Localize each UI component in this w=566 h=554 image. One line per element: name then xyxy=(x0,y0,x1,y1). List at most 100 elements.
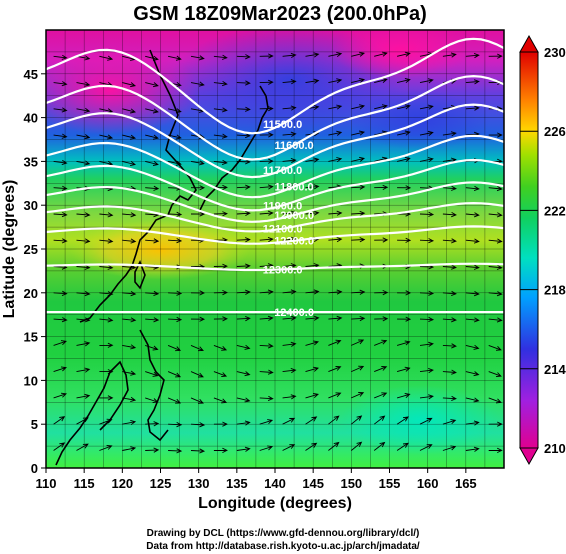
wind-arrow xyxy=(259,445,274,451)
wind-arrow xyxy=(99,317,114,323)
wind-arrow xyxy=(53,54,68,60)
wind-arrow xyxy=(442,395,457,402)
height-contour-line xyxy=(46,262,504,272)
wind-arrow xyxy=(397,290,412,296)
wind-arrow xyxy=(53,81,68,87)
wind-arrow xyxy=(168,55,182,61)
wind-arrow xyxy=(122,82,137,88)
colorbar-tick-label: 222 xyxy=(544,203,566,218)
wind-arrow xyxy=(465,291,480,297)
wind-arrow xyxy=(53,107,68,113)
wind-arrow xyxy=(236,344,251,350)
wind-arrow xyxy=(396,416,409,425)
wind-arrow xyxy=(122,238,137,244)
wind-arrow xyxy=(122,108,137,114)
wind-arrow xyxy=(419,157,434,163)
colorbar-tick-label: 214 xyxy=(544,362,566,377)
wind-arrow xyxy=(259,369,274,375)
wind-arrow xyxy=(396,393,411,399)
y-tick-label: 20 xyxy=(24,286,38,301)
height-contour-line xyxy=(46,225,504,245)
wind-arrow xyxy=(122,344,137,350)
wind-arrow xyxy=(488,212,503,218)
wind-arrow xyxy=(168,422,183,428)
wind-arrow xyxy=(259,289,274,295)
wind-arrow xyxy=(236,446,251,452)
height-contour-label: 12400.0 xyxy=(274,307,314,319)
x-tick-label: 165 xyxy=(455,476,477,491)
wind-arrow xyxy=(259,106,274,112)
wind-arrow xyxy=(465,212,480,218)
wind-arrow xyxy=(351,315,366,322)
wind-arrow xyxy=(167,397,182,404)
wind-arrow xyxy=(145,371,159,377)
wind-arrow xyxy=(53,159,68,166)
wind-arrow xyxy=(305,393,319,399)
wind-arrow xyxy=(99,55,114,61)
x-tick-label: 120 xyxy=(111,476,133,491)
wind-arrow xyxy=(465,79,480,85)
wind-arrow xyxy=(282,52,297,58)
wind-arrow xyxy=(442,212,457,218)
wind-arrow xyxy=(236,289,251,295)
wind-arrow xyxy=(328,415,340,425)
colorbar-tick-label: 210 xyxy=(544,441,566,456)
height-contour-line xyxy=(46,201,504,233)
wind-arrow xyxy=(351,130,366,136)
tropical-cyan-patch xyxy=(340,385,500,455)
wind-arrow xyxy=(190,211,206,217)
coastline-philippines xyxy=(139,329,169,442)
wind-arrow xyxy=(396,78,411,84)
wind-arrow xyxy=(53,290,68,297)
wind-arrow xyxy=(282,157,297,164)
wind-arrow xyxy=(396,104,411,110)
wind-arrow xyxy=(396,130,411,136)
height-contour-label: 12000.0 xyxy=(274,210,314,222)
wind-arrow xyxy=(213,421,228,427)
wind-arrow xyxy=(259,236,274,243)
wind-arrow xyxy=(282,131,297,137)
wind-arrow xyxy=(442,238,457,244)
wind-arrow xyxy=(488,397,502,404)
credit-drawing: Drawing by DCL (https://www.gfd-dennou.o… xyxy=(147,528,420,539)
wind-arrow xyxy=(396,51,411,57)
wind-arrow xyxy=(442,264,457,270)
wind-arrow xyxy=(328,392,342,399)
wind-arrow xyxy=(190,185,206,191)
wind-arrow xyxy=(53,392,67,399)
wind-arrow xyxy=(328,210,343,216)
wind-arrow xyxy=(328,130,343,136)
wind-arrow xyxy=(374,104,388,110)
wind-arrow xyxy=(282,263,297,269)
wind-arrow xyxy=(145,185,160,191)
height-contour-line xyxy=(46,158,504,212)
x-tick-label: 155 xyxy=(379,476,401,491)
wind-arrow xyxy=(53,212,68,218)
height-contour-label: 11800.0 xyxy=(275,182,314,194)
wind-arrow xyxy=(305,210,320,216)
wind-arrow xyxy=(351,210,366,216)
x-axis-ticks: 110 115 120 125 130 135 140 145 150 155 160 165 xyxy=(36,468,477,491)
wind-arrow xyxy=(259,263,274,269)
wind-arrow xyxy=(76,160,91,166)
wind-arrow xyxy=(396,442,409,451)
wind-arrow xyxy=(236,315,251,322)
wind-arrow xyxy=(373,415,386,425)
wind-arrow xyxy=(282,315,297,321)
wind-arrow xyxy=(419,417,433,425)
wind-arrow xyxy=(442,290,457,297)
wind-arrow xyxy=(328,289,343,295)
wind-arrow xyxy=(305,184,320,190)
wind-arrow xyxy=(145,134,159,140)
wind-arrow xyxy=(53,185,68,191)
wind-arrow xyxy=(328,78,343,84)
wind-arrow xyxy=(76,341,91,347)
wind-arrow xyxy=(373,441,386,451)
x-tick-label: 115 xyxy=(74,476,95,491)
y-tick-label: 15 xyxy=(24,330,38,345)
wind-arrow xyxy=(213,289,228,296)
x-tick-label: 135 xyxy=(226,476,248,491)
wind-arrow xyxy=(442,445,457,451)
wind-arrow xyxy=(168,211,183,217)
wind-arrow xyxy=(53,416,66,425)
